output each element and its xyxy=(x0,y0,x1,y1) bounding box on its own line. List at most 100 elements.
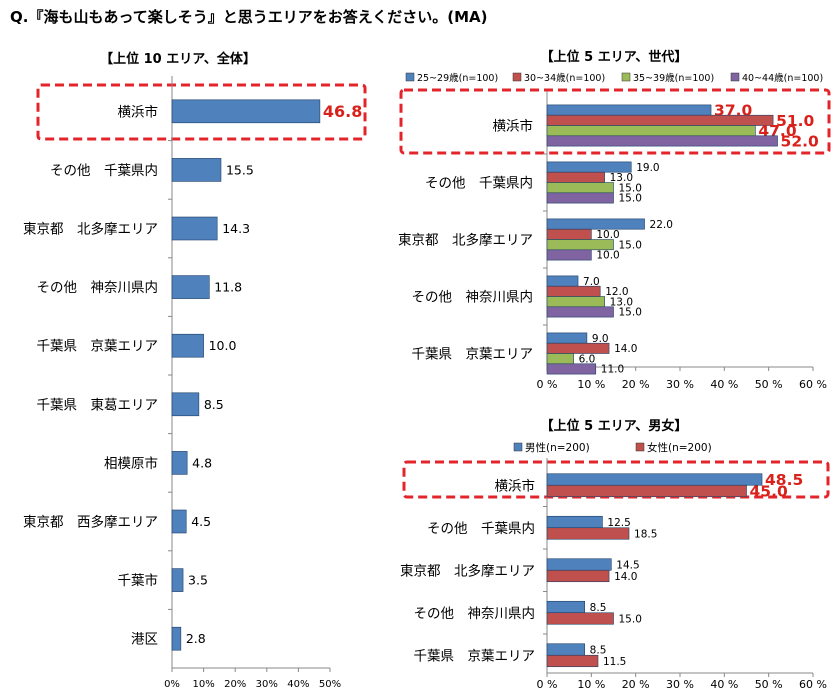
data-label: 46.8 xyxy=(323,102,362,121)
legend-label: 40~44歳(n=100) xyxy=(742,72,823,84)
category-label: 千葉県 京葉エリア xyxy=(414,648,536,664)
data-label: 51.0 xyxy=(776,112,814,130)
bar xyxy=(546,612,614,625)
x-tick-label: 10 % xyxy=(577,378,605,391)
bar xyxy=(546,473,763,486)
bar xyxy=(546,135,778,147)
bar xyxy=(171,392,200,417)
data-label: 15.0 xyxy=(619,307,642,319)
category-label: 港区 xyxy=(131,632,158,648)
bar xyxy=(546,558,612,571)
x-tick-label: 30 % xyxy=(666,378,694,391)
bar xyxy=(546,114,774,126)
chart-2: 【上位 5 エリア、世代】 25~29歳(n=100) 30~34歳(n=100) 3… xyxy=(398,49,831,391)
data-label: 6.0 xyxy=(579,353,596,365)
bar xyxy=(171,275,210,299)
bar xyxy=(546,249,592,261)
data-label: 15.5 xyxy=(226,162,254,177)
bar xyxy=(171,158,222,182)
data-label: 15.0 xyxy=(619,239,642,251)
data-label: 10.0 xyxy=(209,338,237,353)
x-tick-label: 20 % xyxy=(622,378,650,391)
x-tick-label: 50 % xyxy=(755,678,783,691)
bar xyxy=(546,171,605,183)
category-label: 東京都 北多摩エリア xyxy=(400,562,535,579)
chart-3: 【上位 5 エリア、男女】男性(n=200) 女性(n=200) 0 % 10 % 20… xyxy=(400,418,830,691)
chart-title: 【上位 10 エリア、全体】 xyxy=(100,51,256,67)
bar xyxy=(546,515,603,529)
category-label: 千葉県 京葉エリア xyxy=(37,339,159,355)
data-label: 3.5 xyxy=(188,573,208,588)
legend-label: 30~34歳(n=100) xyxy=(524,72,605,84)
bar xyxy=(171,568,184,592)
data-label: 12.5 xyxy=(607,517,630,529)
bar xyxy=(546,239,614,251)
bar xyxy=(546,192,614,204)
bar xyxy=(546,353,574,365)
bar xyxy=(171,216,218,241)
legend-label: 男性(n=200) xyxy=(525,441,590,454)
category-label: 横浜市 xyxy=(118,103,159,120)
bar xyxy=(546,228,592,240)
x-tick-label: 50% xyxy=(319,679,341,690)
category-label: その他 神奈川県内 xyxy=(412,290,534,306)
bar xyxy=(546,363,597,375)
x-tick-label: 60 % xyxy=(799,378,827,391)
category-label: 東京都 北多摩エリア xyxy=(23,221,158,238)
data-label: 12.0 xyxy=(605,286,628,298)
data-label: 14.3 xyxy=(222,221,250,236)
highlight-box xyxy=(399,88,831,155)
category-label: 相模原市 xyxy=(104,455,158,472)
data-label: 13.0 xyxy=(610,172,633,184)
data-label: 4.8 xyxy=(192,455,212,470)
x-tick-label: 50 % xyxy=(755,378,783,391)
bar xyxy=(546,296,605,308)
data-label: 8.5 xyxy=(204,397,224,412)
data-label: 2.8 xyxy=(186,631,206,646)
data-label: 19.0 xyxy=(636,162,659,174)
bar xyxy=(171,509,187,534)
category-label: 千葉県 京葉エリア xyxy=(412,347,534,363)
data-label: 15.0 xyxy=(619,193,642,205)
category-label: 千葉県 東葛エリア xyxy=(37,397,159,413)
data-label: 22.0 xyxy=(650,219,673,231)
x-tick-label: 0 % xyxy=(537,678,558,691)
category-label: 東京都 北多摩エリア xyxy=(398,232,533,249)
bar xyxy=(171,99,321,124)
chart-title: 【上位 5 エリア、男女】 xyxy=(541,418,688,434)
data-label: 11.0 xyxy=(601,364,624,376)
x-tick-label: 40% xyxy=(287,679,309,690)
bar xyxy=(546,654,599,668)
question-title: Q.『海も山もあって楽しそう』と思うエリアをお答えください。(MA) xyxy=(10,8,488,26)
legend-swatch xyxy=(512,72,522,82)
data-label: 45.0 xyxy=(750,483,788,501)
data-label: 8.5 xyxy=(590,602,607,614)
x-tick-label: 40 % xyxy=(710,678,738,691)
data-label: 52.0 xyxy=(781,133,819,151)
bar xyxy=(546,218,645,230)
bar xyxy=(546,275,579,287)
x-tick-label: 20 % xyxy=(622,678,650,691)
data-label: 18.5 xyxy=(634,528,657,540)
data-label: 11.5 xyxy=(603,656,626,668)
bar xyxy=(546,484,747,498)
legend-swatch xyxy=(621,72,631,82)
x-tick-label: 10 % xyxy=(577,678,605,691)
data-label: 11.8 xyxy=(214,280,242,295)
category-label: 横浜市 xyxy=(495,477,536,494)
category-label: 東京都 西多摩エリア xyxy=(23,514,158,531)
chart-title: 【上位 5 エリア、世代】 xyxy=(541,49,688,65)
bar xyxy=(546,182,614,194)
category-label: 千葉市 xyxy=(118,572,159,589)
chart-1: 【上位 10 エリア、全体】 0% 10% 20% 30% 40% 50% 横浜市 46.8 その… xyxy=(23,51,367,690)
bar xyxy=(546,342,610,354)
legend-swatch xyxy=(405,72,415,82)
category-label: その他 神奈川県内 xyxy=(414,606,536,622)
data-label: 9.0 xyxy=(592,333,609,345)
data-label: 14.0 xyxy=(614,571,637,583)
data-label: 15.0 xyxy=(619,182,642,194)
x-tick-label: 0 % xyxy=(537,378,558,391)
legend-swatch xyxy=(730,72,740,82)
data-label: 10.0 xyxy=(596,229,619,241)
